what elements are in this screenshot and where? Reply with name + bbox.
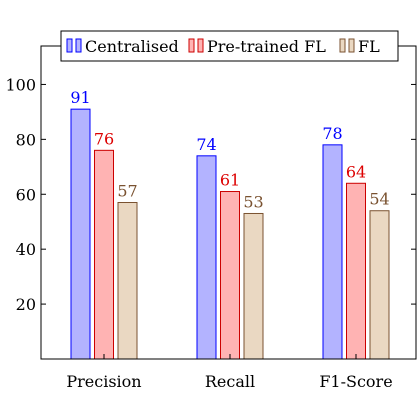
x-tick-label: F1-Score xyxy=(319,372,392,391)
bar-value-label: 57 xyxy=(117,182,137,201)
legend-entry-label: FL xyxy=(358,37,380,56)
bar-value-label: 61 xyxy=(220,171,240,190)
bar-value-label: 76 xyxy=(94,129,114,148)
legend-swatch-a xyxy=(66,38,73,53)
legend-swatch-b xyxy=(348,38,355,53)
y-tick-label: 80 xyxy=(16,130,36,149)
bar-f1-score-series-0 xyxy=(322,144,343,360)
bar-recall-series-2 xyxy=(243,212,264,360)
bar-precision-series-2 xyxy=(117,202,138,360)
legend-swatch-a xyxy=(339,38,346,53)
legend-swatch-b xyxy=(75,38,82,53)
y-tick-label: 100 xyxy=(5,75,36,94)
legend-entry-label: Centralised xyxy=(85,37,179,56)
y-tick-label: 40 xyxy=(16,240,36,259)
bar-precision-series-0 xyxy=(70,108,91,360)
bar-value-label: 91 xyxy=(70,88,90,107)
bar-precision-series-1 xyxy=(94,149,114,360)
x-tick-label: Recall xyxy=(205,372,255,391)
y-axis: 20 40 60 80 100 xyxy=(5,75,416,314)
legend-swatch-a xyxy=(188,38,195,53)
legend: Centralised Pre-trained FL FL xyxy=(60,30,399,62)
x-axis: Precision Recall F1-Score xyxy=(66,46,393,391)
bar-value-label: 74 xyxy=(196,135,216,154)
y-tick-label: 60 xyxy=(16,185,36,204)
legend-swatch-b xyxy=(197,38,204,53)
bar-recall-series-1 xyxy=(220,191,240,360)
bar-value-label: 53 xyxy=(243,192,263,211)
bar-value-label: 54 xyxy=(369,190,389,209)
legend-entry-label: Pre-trained FL xyxy=(207,37,326,56)
bar-f1-score-series-1 xyxy=(346,182,366,360)
bar-f1-score-series-2 xyxy=(369,210,390,360)
bar-value-label: 64 xyxy=(346,162,366,181)
bar-recall-series-0 xyxy=(196,155,217,360)
y-tick-label: 20 xyxy=(16,295,36,314)
x-tick-label: Precision xyxy=(66,372,141,391)
bar-value-label: 78 xyxy=(322,124,342,143)
bars-layer xyxy=(70,108,390,360)
